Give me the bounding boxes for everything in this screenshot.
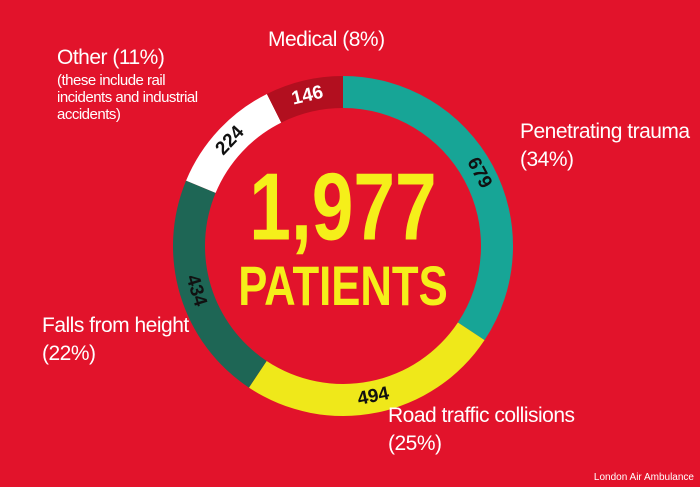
category-label: Penetrating trauma (34%) (520, 118, 690, 174)
share-label: (34%) (520, 148, 574, 171)
category-label: Other (11%) (these include rail incidents… (57, 44, 217, 123)
annotation: (these include rail incidents and indust… (57, 72, 198, 123)
source: London Air Ambulance (593, 472, 694, 483)
donut-segment (186, 93, 282, 193)
donut-segment (172, 180, 267, 388)
category-label: Medical (8%) (268, 26, 385, 54)
donut-segment (248, 322, 485, 416)
category-label: Road traffic collisions (25%) (388, 402, 575, 458)
category-name: Falls from height (42, 314, 189, 337)
center-value: 1,977 (249, 153, 436, 260)
category-label: Falls from height (22%) (42, 312, 189, 368)
share-label: (8%) (342, 28, 385, 51)
share-label: (25%) (388, 432, 442, 455)
category-name: Other (57, 46, 108, 69)
donut-segment (343, 76, 514, 341)
share-label: (11%) (112, 46, 165, 69)
category-name: Road traffic collisions (388, 404, 575, 427)
donut-segment (266, 76, 343, 123)
center-label: PATIENTS (238, 255, 447, 317)
share-label: (22%) (42, 342, 96, 365)
category-name: Penetrating trauma (520, 120, 690, 143)
category-name: Medical (268, 28, 337, 51)
